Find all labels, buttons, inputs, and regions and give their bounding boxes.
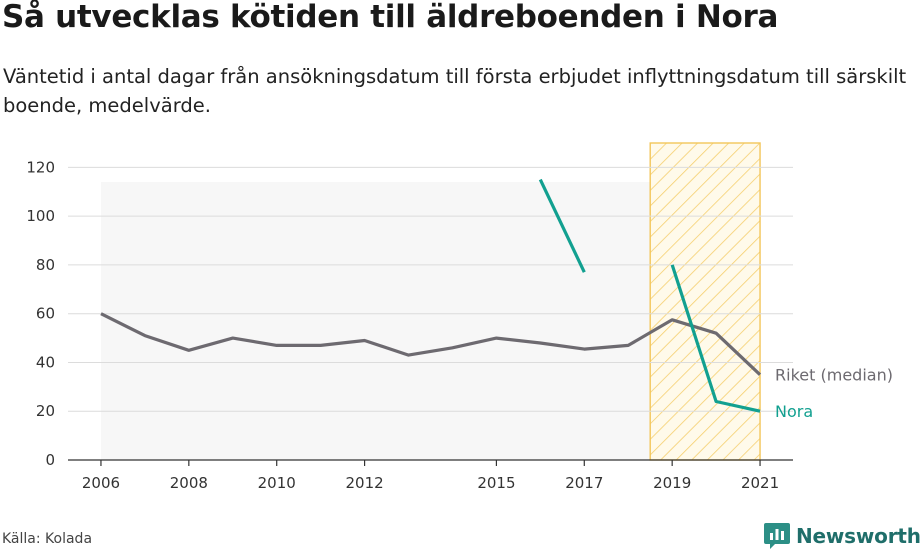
source-note: Källa: Kolada: [2, 531, 93, 547]
brand-name: Newsworthy: [796, 524, 920, 548]
x-tick-label: 2012: [345, 474, 383, 492]
brand-logo: Newsworthy: [764, 520, 920, 552]
y-tick-label: 0: [45, 451, 55, 469]
chart-subtitle: Väntetid i antal dagar från ansökningsda…: [3, 65, 907, 117]
newsworthy-logo-icon: [764, 523, 790, 549]
x-tick-label: 2006: [82, 474, 120, 492]
series-line: [100, 312, 762, 376]
highlight-period: [649, 142, 761, 461]
y-tick-label: 100: [26, 207, 55, 225]
x-tick-label: 2010: [258, 474, 296, 492]
series-label: Nora: [775, 402, 813, 421]
series-label: Riket (median): [775, 366, 893, 385]
x-tick-label: 2015: [477, 474, 515, 492]
y-tick-label: 40: [36, 353, 55, 371]
series-line: [670, 264, 761, 413]
series-line: [538, 178, 586, 273]
y-tick-label: 20: [36, 402, 55, 420]
x-tick-label: 2021: [741, 474, 779, 492]
y-tick-label: 120: [26, 158, 55, 176]
x-tick-label: 2019: [653, 474, 691, 492]
chart-title: Så utvecklas kötiden till äldreboenden i…: [2, 0, 779, 35]
y-tick-label: 60: [36, 305, 55, 323]
x-tick-label: 2017: [565, 474, 603, 492]
x-tick-label: 2008: [170, 474, 208, 492]
y-tick-label: 80: [36, 256, 55, 274]
